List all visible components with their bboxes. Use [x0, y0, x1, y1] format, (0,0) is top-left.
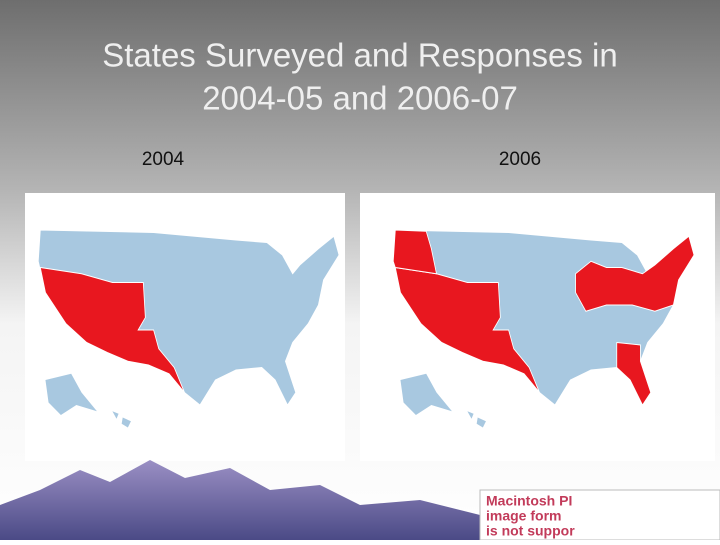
- notice-text: is not suppor: [486, 523, 575, 539]
- title-line-2: 2004-05 and 2006-07: [202, 80, 518, 117]
- panel-label: 2004: [142, 149, 185, 170]
- notice-text: image form: [486, 508, 561, 524]
- title-line-1: States Surveyed and Responses in: [102, 37, 617, 74]
- broken-image: [479, 489, 720, 541]
- southeast-states: [616, 341, 652, 406]
- northwest-states: [392, 229, 438, 275]
- notice-text: Macintosh PI: [486, 493, 572, 509]
- map-2006: [392, 229, 695, 429]
- panel-label: 2006: [499, 149, 541, 170]
- midwest-east-states: [575, 235, 695, 312]
